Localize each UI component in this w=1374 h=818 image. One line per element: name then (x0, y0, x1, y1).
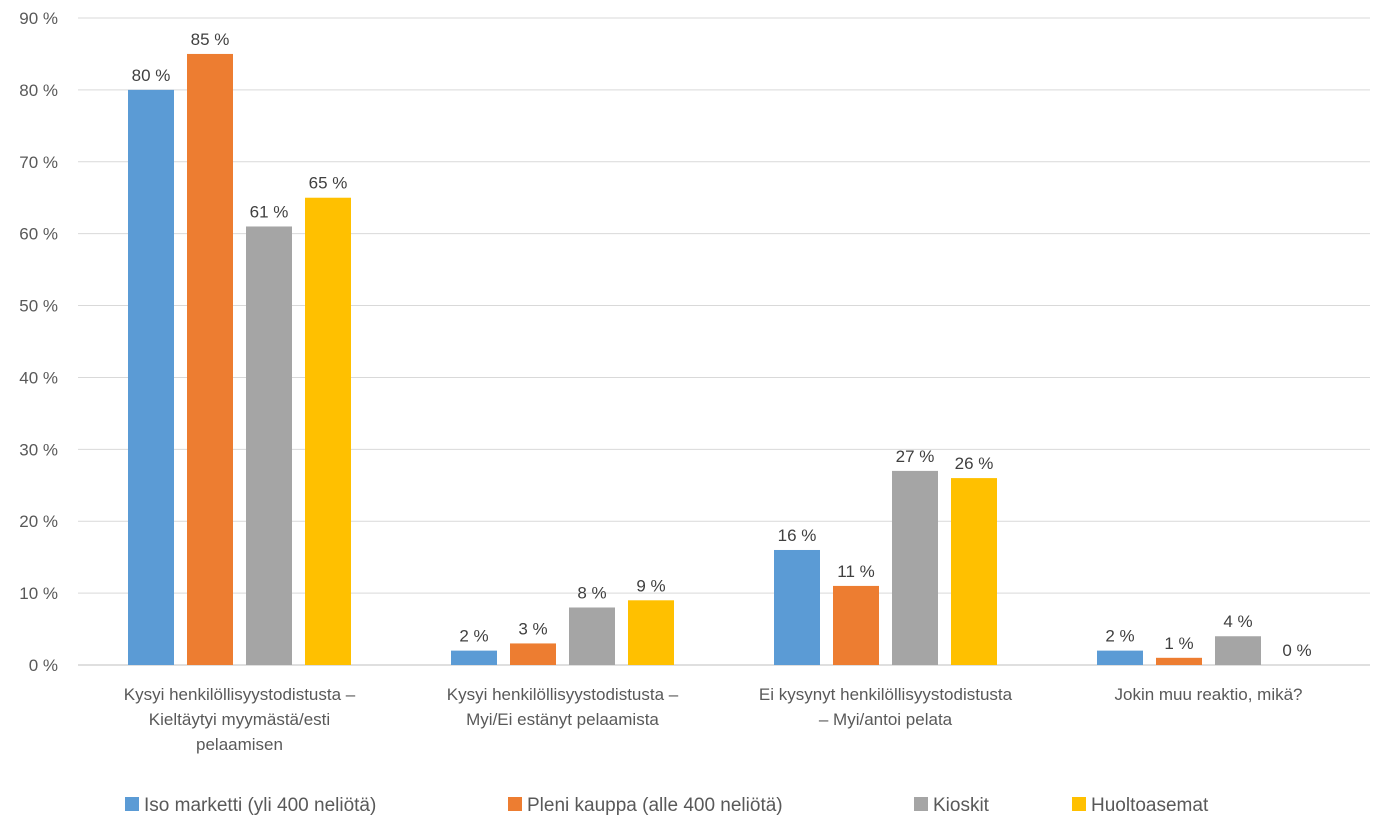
category-label-line: pelaamisen (196, 735, 283, 754)
data-label: 0 % (1282, 641, 1311, 660)
legend-item: Kioskit (914, 795, 990, 816)
legend-swatch (1072, 797, 1086, 811)
y-tick-label: 50 % (19, 297, 58, 316)
legend-label: Pleni kauppa (alle 400 neliötä) (527, 795, 783, 816)
data-label: 8 % (577, 583, 606, 602)
data-label: 2 % (459, 627, 488, 646)
bar (187, 53, 233, 665)
y-tick-label: 80 % (19, 81, 58, 100)
y-tick-label: 60 % (19, 225, 58, 244)
y-gridlines (78, 17, 1370, 666)
bar (246, 226, 292, 665)
data-label: 26 % (955, 454, 994, 473)
bar (1215, 636, 1261, 665)
category-label-line: – Myi/antoi pelata (819, 710, 953, 729)
y-tick-label: 20 % (19, 512, 58, 531)
data-label: 3 % (518, 619, 547, 638)
bar (1156, 657, 1202, 665)
data-label: 4 % (1223, 612, 1252, 631)
legend-label: Iso marketti (yli 400 neliötä) (144, 795, 376, 816)
y-axis-tick-labels: 0 % 10 % 20 % 30 % 40 % 50 % 60 % 70 % 80 % 90 % (19, 9, 58, 675)
category-label: Jokin muu reaktio, mikä? (1114, 685, 1302, 704)
bar (951, 478, 997, 665)
data-label: 1 % (1164, 634, 1193, 653)
category-label-line: Kysyi henkilöllisyystodistusta – (447, 685, 679, 704)
legend-swatch (914, 797, 928, 811)
category-label-line: Jokin muu reaktio, mikä? (1114, 685, 1302, 704)
y-tick-label: 90 % (19, 9, 58, 28)
bar (1097, 650, 1143, 665)
y-tick-label: 70 % (19, 153, 58, 172)
bar (128, 89, 174, 665)
y-tick-label: 0 % (29, 656, 58, 675)
data-label: 65 % (309, 174, 348, 193)
legend-swatch (508, 797, 522, 811)
y-tick-label: 10 % (19, 584, 58, 603)
category-label: Ei kysynyt henkilöllisyystodistusta – Myi… (759, 685, 1013, 729)
bar (451, 650, 497, 665)
data-label: 11 % (837, 562, 875, 581)
category-label-line: Ei kysynyt henkilöllisyystodistusta (759, 685, 1013, 704)
category-label: Kysyi henkilöllisyystodistusta – Myi/Ei e… (447, 685, 679, 729)
legend: Iso marketti (yli 400 neliötä) Pleni kaup… (125, 795, 1209, 816)
data-labels: 80 % 2 % 16 % 2 % 85 % 3 % 11 % 1 % 61 % 8 % 27 % 4… (132, 30, 1312, 660)
category-label-line: Myi/Ei estänyt pelaamista (466, 710, 659, 729)
data-label: 80 % (132, 66, 171, 85)
data-label: 2 % (1105, 627, 1134, 646)
x-axis-category-labels: Kysyi henkilöllisyystodistusta – Kieltäyt… (124, 685, 1303, 754)
category-label: Kysyi henkilöllisyystodistusta – Kieltäyt… (124, 685, 356, 754)
bar (628, 600, 674, 665)
y-tick-label: 30 % (19, 440, 58, 459)
bar (892, 470, 938, 665)
legend-swatch (125, 797, 139, 811)
category-label-line: Kieltäytyi myymästä/esti (149, 710, 330, 729)
data-label: 85 % (191, 30, 230, 49)
legend-item: Pleni kauppa (alle 400 neliötä) (508, 795, 783, 816)
bar (569, 607, 615, 665)
bars (128, 53, 1261, 665)
data-label: 61 % (250, 202, 289, 221)
category-label-line: Kysyi henkilöllisyystodistusta – (124, 685, 356, 704)
series-3 (246, 226, 1261, 665)
bar (305, 197, 351, 665)
y-tick-label: 40 % (19, 368, 58, 387)
legend-item: Iso marketti (yli 400 neliötä) (125, 795, 376, 816)
bar (833, 585, 879, 665)
series-2 (187, 53, 1202, 665)
data-label: 16 % (778, 526, 817, 545)
series-1 (128, 89, 1143, 665)
data-label: 27 % (896, 447, 935, 466)
data-label: 9 % (636, 576, 665, 595)
bar (510, 643, 556, 665)
legend-item: Huoltoasemat (1072, 795, 1209, 816)
bar (774, 549, 820, 665)
legend-label: Huoltoasemat (1091, 795, 1209, 816)
legend-label: Kioskit (933, 795, 990, 816)
series-4 (305, 197, 997, 665)
